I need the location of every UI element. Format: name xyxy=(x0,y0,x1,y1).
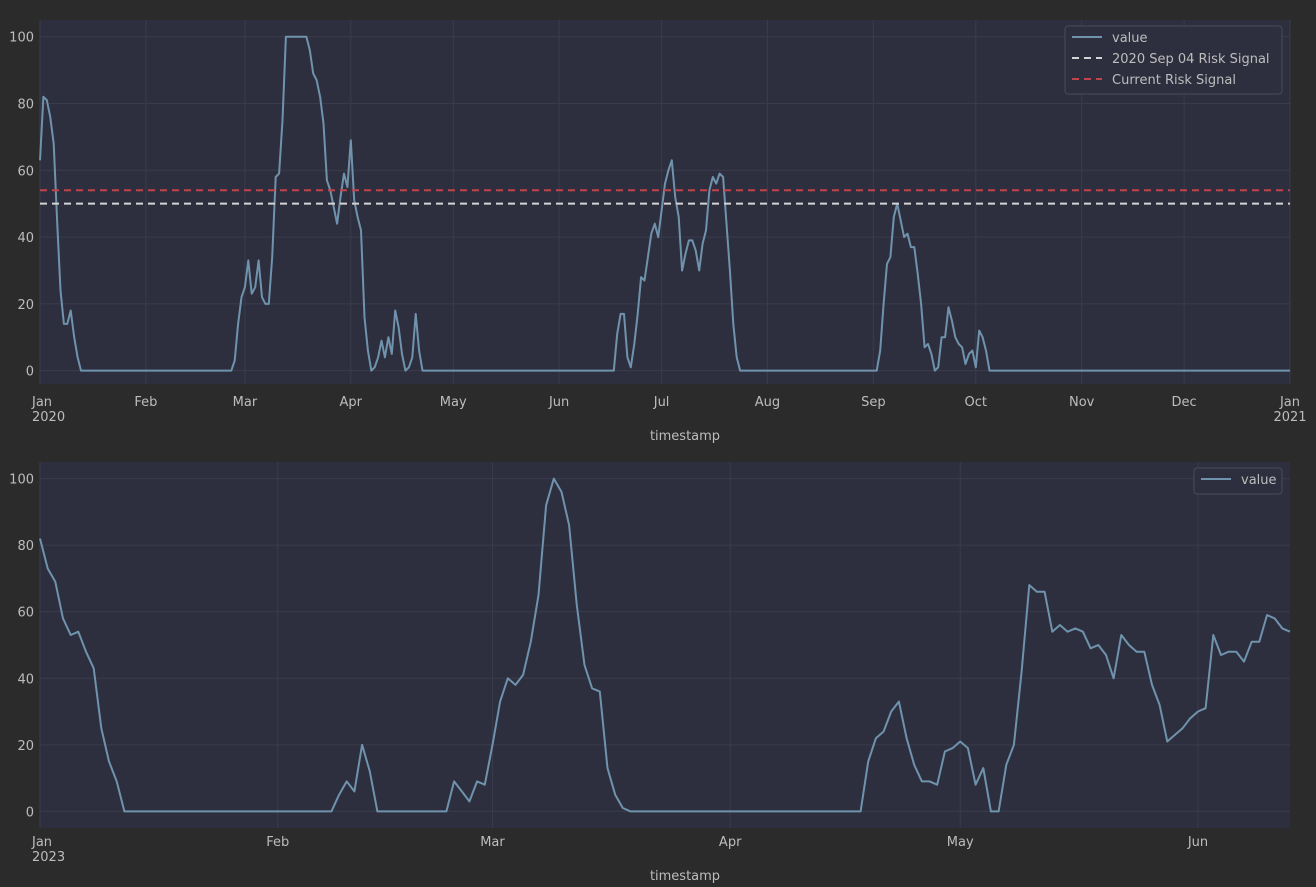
x-tick-label: Feb xyxy=(266,835,289,850)
y-tick-label: 40 xyxy=(17,231,34,246)
x-tick-label: May xyxy=(947,835,974,850)
x-tick-label: Jun xyxy=(548,395,569,410)
x-axis-label: timestamp xyxy=(650,429,720,444)
x-tick-label: Jan xyxy=(1279,395,1300,410)
x-tick-label: Nov xyxy=(1069,395,1095,410)
plot-area xyxy=(40,462,1290,828)
x-tick-sublabel: 2020 xyxy=(32,410,65,425)
x-tick-sublabel: 2021 xyxy=(1273,410,1306,425)
legend-label: value xyxy=(1241,473,1277,488)
y-tick-label: 80 xyxy=(17,539,34,554)
x-tick-label: Aug xyxy=(755,395,780,410)
y-tick-label: 20 xyxy=(17,298,34,313)
x-tick-label: Apr xyxy=(719,835,742,850)
y-tick-label: 60 xyxy=(17,164,34,179)
x-tick-label: Mar xyxy=(233,395,258,410)
x-tick-label: Oct xyxy=(965,395,987,410)
x-tick-label: Apr xyxy=(340,395,363,410)
y-tick-label: 80 xyxy=(17,97,34,112)
legend: value xyxy=(1193,467,1283,495)
legend-label: Current Risk Signal xyxy=(1112,73,1236,88)
x-tick-label: Jan xyxy=(31,835,52,850)
legend-box xyxy=(1193,467,1283,495)
series-line xyxy=(39,35,1290,372)
legend-box xyxy=(1064,25,1283,95)
x-tick-label: May xyxy=(440,395,467,410)
series-line xyxy=(39,477,1291,813)
y-tick-label: 40 xyxy=(17,672,34,687)
legend-label: value xyxy=(1112,31,1148,46)
x-tick-label: Jun xyxy=(1187,835,1208,850)
y-tick-label: 100 xyxy=(9,473,34,488)
x-tick-label: Jan xyxy=(31,395,52,410)
x-tick-label: Feb xyxy=(134,395,157,410)
x-tick-label: Jul xyxy=(653,395,670,410)
legend-label: 2020 Sep 04 Risk Signal xyxy=(1112,52,1270,67)
y-tick-label: 100 xyxy=(9,31,34,46)
x-axis-label: timestamp xyxy=(650,869,720,884)
x-tick-label: Mar xyxy=(480,835,505,850)
y-tick-label: 20 xyxy=(17,739,34,754)
y-tick-label: 0 xyxy=(26,805,34,820)
y-tick-label: 0 xyxy=(26,365,34,380)
x-tick-label: Dec xyxy=(1172,395,1197,410)
legend: value 2020 Sep 04 Risk Signal Current Risk… xyxy=(1064,25,1283,95)
y-tick-label: 60 xyxy=(17,606,34,621)
x-tick-sublabel: 2023 xyxy=(32,850,65,865)
x-tick-label: Sep xyxy=(861,395,886,410)
